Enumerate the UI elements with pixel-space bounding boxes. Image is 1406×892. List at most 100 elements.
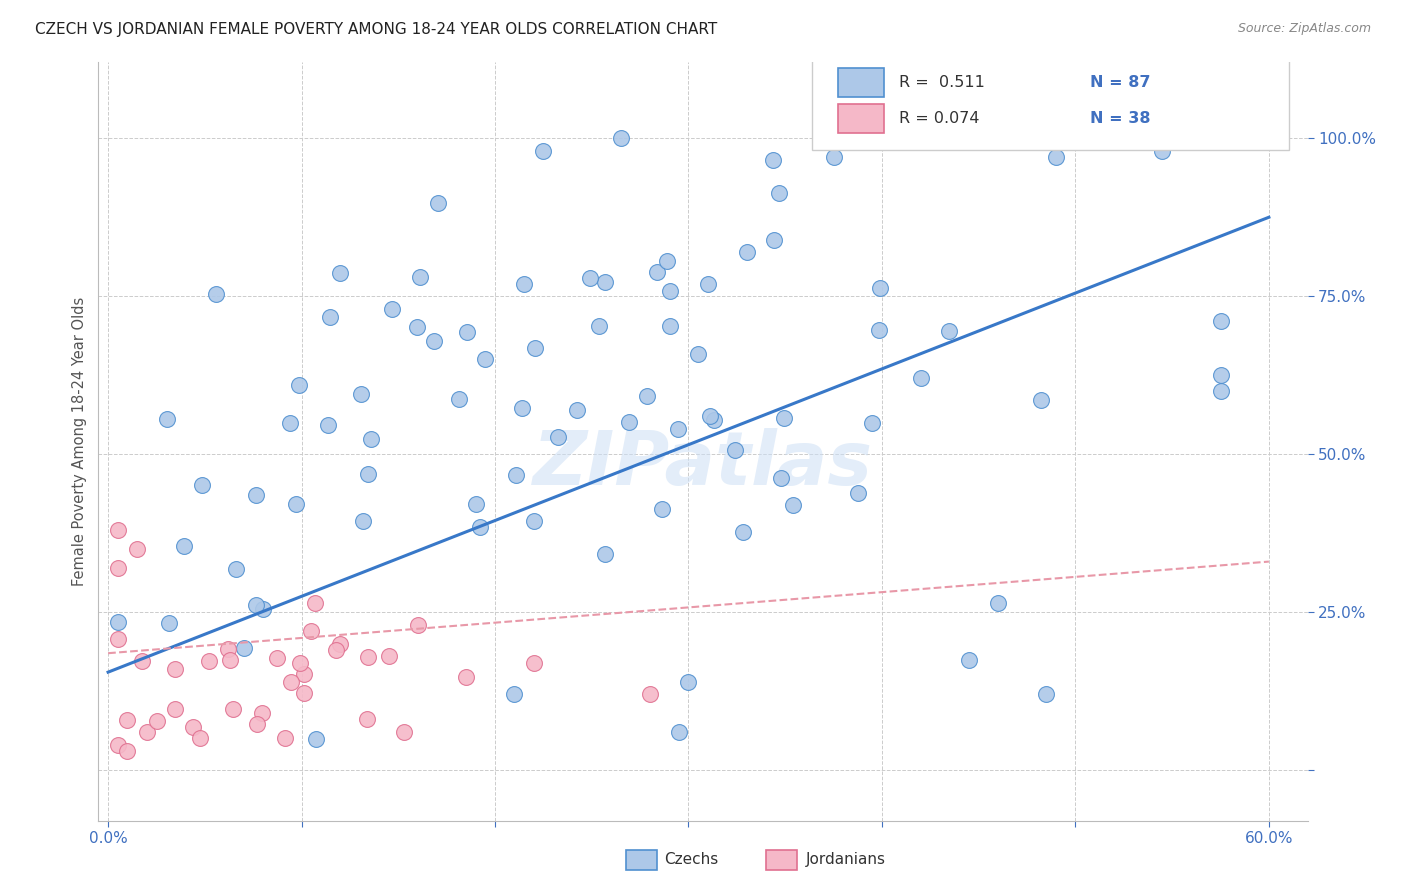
Text: N = 87: N = 87: [1090, 75, 1150, 90]
Point: [266, 651, 288, 665]
Point: [668, 725, 690, 739]
Point: [1045, 150, 1067, 164]
Point: [218, 653, 240, 667]
Point: [191, 477, 214, 491]
Point: [252, 602, 274, 616]
Point: [773, 411, 796, 425]
Point: [579, 271, 602, 285]
Point: [423, 334, 446, 348]
Point: [782, 499, 804, 513]
Point: [769, 470, 792, 484]
Point: [547, 430, 569, 444]
Point: [427, 195, 450, 210]
Point: [659, 284, 682, 298]
Point: [593, 547, 616, 561]
Point: [350, 387, 373, 401]
Point: [699, 409, 721, 423]
Point: [406, 617, 429, 632]
Point: [117, 713, 139, 727]
Point: [357, 467, 380, 481]
Point: [278, 416, 301, 430]
Text: R =  0.511: R = 0.511: [898, 75, 984, 90]
Point: [107, 738, 129, 752]
Point: [127, 541, 149, 556]
Point: [325, 643, 347, 657]
Point: [668, 422, 690, 436]
Point: [356, 712, 378, 726]
FancyBboxPatch shape: [811, 55, 1289, 150]
Point: [456, 325, 478, 339]
Point: [823, 150, 845, 164]
Point: [318, 310, 340, 325]
Point: [217, 642, 239, 657]
Text: Czechs: Czechs: [664, 853, 718, 867]
Y-axis label: Female Poverty Among 18-24 Year Olds: Female Poverty Among 18-24 Year Olds: [72, 297, 87, 586]
Point: [1209, 368, 1232, 383]
Point: [1029, 393, 1052, 408]
Point: [107, 561, 129, 575]
Point: [617, 415, 640, 429]
Point: [987, 596, 1010, 610]
Text: Jordanians: Jordanians: [806, 853, 886, 867]
FancyBboxPatch shape: [838, 68, 884, 96]
Point: [294, 686, 316, 700]
Point: [360, 433, 382, 447]
Point: [204, 287, 226, 301]
Point: [645, 265, 668, 279]
Point: [1152, 144, 1174, 158]
Point: [505, 467, 527, 482]
Point: [299, 624, 322, 639]
Point: [250, 706, 273, 721]
Point: [287, 378, 309, 392]
Text: ZIPatlas: ZIPatlas: [533, 428, 873, 500]
Point: [107, 632, 129, 646]
Point: [318, 417, 340, 432]
Point: [409, 270, 432, 285]
Point: [198, 654, 221, 668]
Point: [1171, 131, 1194, 145]
Point: [245, 598, 267, 612]
Point: [957, 652, 980, 666]
Point: [107, 523, 129, 537]
Point: [447, 392, 470, 407]
Point: [1035, 687, 1057, 701]
Point: [686, 347, 709, 361]
Point: [735, 244, 758, 259]
Point: [394, 725, 416, 739]
Point: [329, 637, 352, 651]
Point: [938, 324, 960, 338]
Point: [157, 616, 180, 631]
Point: [329, 267, 352, 281]
Point: [381, 302, 404, 317]
Point: [567, 403, 589, 417]
Point: [763, 233, 786, 247]
Point: [678, 674, 700, 689]
Text: N = 38: N = 38: [1090, 111, 1150, 126]
Point: [188, 731, 211, 746]
Point: [280, 675, 302, 690]
Point: [233, 641, 256, 656]
Point: [733, 524, 755, 539]
Point: [1209, 313, 1232, 327]
Point: [869, 281, 891, 295]
Point: [156, 412, 179, 426]
Point: [868, 323, 890, 337]
Point: [304, 595, 326, 609]
Point: [357, 649, 380, 664]
Point: [510, 401, 533, 416]
Point: [245, 488, 267, 502]
Point: [651, 502, 673, 516]
Point: [163, 702, 186, 716]
Point: [860, 416, 883, 430]
Point: [285, 496, 308, 510]
Point: [165, 662, 187, 676]
Point: [273, 731, 295, 745]
Point: [290, 657, 312, 671]
Point: [531, 144, 554, 158]
Point: [406, 319, 429, 334]
Point: [470, 520, 492, 534]
Point: [910, 371, 932, 385]
Point: [107, 615, 129, 629]
Point: [181, 720, 204, 734]
Point: [762, 153, 785, 167]
